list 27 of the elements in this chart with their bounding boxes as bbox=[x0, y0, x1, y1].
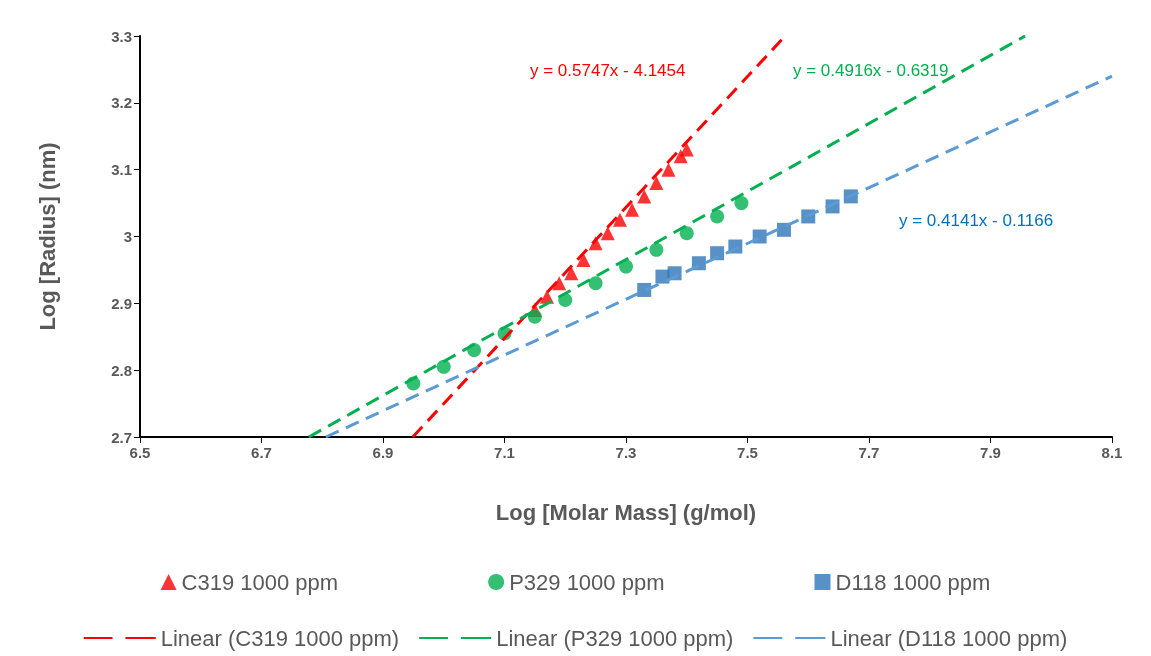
x-tick-label: 7.1 bbox=[494, 444, 515, 461]
y-tick-label: 3.3 bbox=[111, 27, 132, 45]
y-tick-label: 2.9 bbox=[111, 294, 132, 312]
x-tick-label: 7.7 bbox=[858, 444, 880, 461]
annotation: y = 0.5747x - 4.1454 bbox=[530, 61, 686, 80]
legend-label: C319 1000 ppm bbox=[181, 569, 339, 595]
x-tick-label: 7.3 bbox=[615, 444, 637, 461]
x-tick-label: 6.7 bbox=[251, 444, 272, 461]
legend-label: Linear (D118 1000 ppm) bbox=[830, 625, 1068, 651]
annotation: y = 0.4141x - 0.1166 bbox=[899, 211, 1054, 230]
legend-label: P329 1000 ppm bbox=[509, 569, 665, 595]
y-tick-label: 3 bbox=[123, 228, 132, 245]
legend-label: Linear (C319 1000 ppm) bbox=[160, 625, 400, 651]
x-tick-label: 6.5 bbox=[129, 444, 151, 461]
x-tick-label: 8.1 bbox=[1101, 444, 1123, 461]
x-tick-label: 7.9 bbox=[980, 444, 1001, 461]
y-axis-title: Log [Radius] (nm) bbox=[34, 142, 60, 331]
annotation: y = 0.4916x - 0.6319 bbox=[793, 61, 949, 80]
x-tick-label: 7.5 bbox=[737, 444, 758, 461]
legend-label: Linear (P329 1000 ppm) bbox=[496, 625, 734, 651]
y-tick-label: 2.7 bbox=[111, 428, 132, 446]
y-tick-label: 3.1 bbox=[111, 161, 132, 179]
y-tick-label: 3.2 bbox=[111, 94, 132, 112]
y-tick-label: 2.8 bbox=[111, 361, 132, 379]
x-axis-title: Log [Molar Mass] (g/mol) bbox=[495, 499, 757, 525]
legend-label: D118 1000 ppm bbox=[835, 569, 991, 595]
x-tick-label: 6.9 bbox=[372, 444, 394, 461]
